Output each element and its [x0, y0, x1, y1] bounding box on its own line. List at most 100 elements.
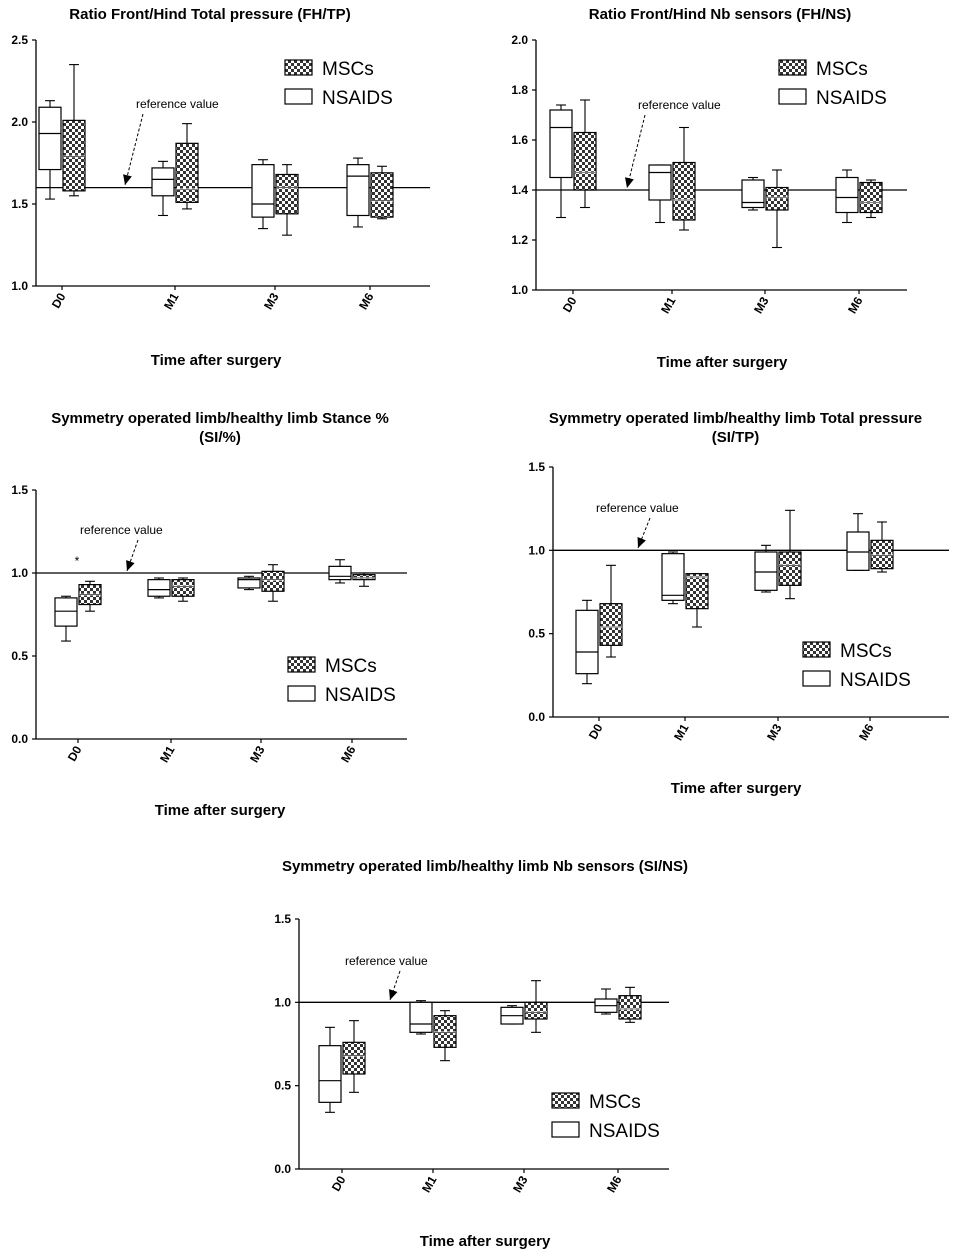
y-tick-label: 0.0: [274, 1162, 291, 1176]
box-iqr: [835, 176, 859, 214]
y-tick-label: 2.0: [511, 33, 528, 47]
legend-label-nsaids: NSAIDS: [322, 88, 393, 109]
x-tick-label: M1: [419, 1173, 440, 1195]
box-iqr: [151, 167, 175, 197]
legend-label-mscs: MSCs: [840, 641, 892, 662]
y-tick-label: 1.4: [511, 183, 528, 197]
box-nsaids: [741, 176, 765, 211]
legend-swatch-mscs: [802, 641, 831, 658]
box-iqr: [549, 109, 573, 179]
x-tick-label: D0: [560, 294, 580, 315]
box-iqr: [147, 579, 171, 597]
box-mscs: [599, 564, 623, 658]
chart-title: Symmetry operated limb/healthy limb Tota…: [548, 410, 923, 427]
box-iqr: [261, 570, 285, 592]
y-tick-label: 2.5: [11, 33, 28, 47]
reference-value-label: reference value: [136, 97, 219, 111]
x-axis-label: Time after surgery: [419, 1233, 551, 1250]
box-iqr: [275, 173, 299, 215]
box-mscs: [175, 123, 199, 210]
box-mscs: [78, 580, 102, 612]
box-mscs: [870, 521, 894, 573]
y-tick-label: 1.8: [511, 83, 528, 97]
legend-label-nsaids: NSAIDS: [325, 685, 396, 706]
box-iqr: [846, 531, 870, 571]
box-mscs: [352, 572, 376, 587]
x-axis-label: Time after surgery: [670, 780, 802, 797]
box-mscs: [859, 179, 883, 219]
box-nsaids: [54, 595, 78, 642]
box-mscs: [342, 1020, 366, 1093]
box-nsaids: [648, 164, 672, 224]
box-iqr: [870, 539, 894, 570]
legend-label-nsaids: NSAIDS: [840, 670, 911, 691]
y-tick-label: 1.6: [511, 133, 528, 147]
legend-label-nsaids: NSAIDS: [816, 88, 887, 109]
box-mscs: [433, 1010, 457, 1062]
chart-title: Symmetry operated limb/healthy limb Nb s…: [282, 858, 688, 875]
y-tick-label: 0.5: [528, 627, 545, 641]
legend-label-mscs: MSCs: [589, 1092, 641, 1113]
box-nsaids: [754, 544, 778, 593]
y-tick-label: 0.0: [11, 732, 28, 746]
legend-swatch-nsaids: [287, 685, 316, 702]
y-tick-label: 0.5: [274, 1079, 291, 1093]
legend-swatch-nsaids: [778, 88, 807, 105]
box-iqr: [62, 119, 86, 192]
chart-title-line2: (SI/TP): [711, 429, 760, 446]
y-tick-label: 1.5: [11, 483, 28, 497]
box-iqr: [672, 161, 696, 221]
box-iqr: [661, 553, 685, 601]
reference-arrow-head: [637, 537, 646, 548]
reference-value-label: reference value: [638, 98, 721, 112]
reference-arrow-head: [625, 177, 634, 188]
x-tick-label: D0: [329, 1173, 349, 1194]
box-iqr: [573, 131, 597, 191]
box-nsaids: [147, 577, 171, 599]
box-mscs: [573, 99, 597, 209]
box-mscs: [261, 564, 285, 602]
legend-swatch-mscs: [284, 59, 313, 76]
box-mscs: [685, 573, 709, 628]
reference-arrow-head: [389, 989, 398, 1000]
x-tick-label: D0: [65, 743, 85, 764]
box-nsaids: [575, 599, 599, 685]
box-nsaids: [328, 559, 352, 584]
box-nsaids: [38, 100, 62, 200]
box-mscs: [62, 64, 86, 197]
box-mscs: [765, 169, 789, 249]
y-tick-label: 1.5: [274, 912, 291, 926]
chart-title: Ratio Front/Hind Nb sensors (FH/NS): [588, 6, 852, 23]
legend-swatch-nsaids: [551, 1121, 580, 1138]
x-axis-label: Time after surgery: [656, 354, 788, 371]
y-tick-label: 1.0: [11, 279, 28, 293]
chart-title: Ratio Front/Hind Total pressure (FH/TP): [69, 6, 351, 23]
box-iqr: [778, 551, 802, 586]
x-axis-label: Time after surgery: [150, 352, 282, 369]
box-iqr: [599, 603, 623, 646]
x-tick-label: D0: [49, 290, 69, 311]
legend-label-mscs: MSCs: [322, 59, 374, 80]
legend-swatch-mscs: [287, 656, 316, 673]
box-iqr: [765, 186, 789, 211]
reference-arrow-head: [123, 174, 132, 185]
box-iqr: [342, 1041, 366, 1075]
box-mscs: [672, 126, 696, 231]
y-tick-label: 1.5: [11, 197, 28, 211]
box-mscs: [171, 577, 195, 602]
box-iqr: [685, 573, 709, 610]
box-iqr: [237, 577, 261, 589]
box-nsaids: [318, 1026, 342, 1113]
box-iqr: [618, 995, 642, 1020]
box-iqr: [433, 1015, 457, 1048]
y-tick-label: 1.5: [528, 460, 545, 474]
y-tick-label: 1.0: [511, 283, 528, 297]
box-nsaids: [846, 513, 870, 571]
box-iqr: [575, 609, 599, 675]
box-nsaids: [835, 169, 859, 224]
box-mscs: [618, 986, 642, 1023]
